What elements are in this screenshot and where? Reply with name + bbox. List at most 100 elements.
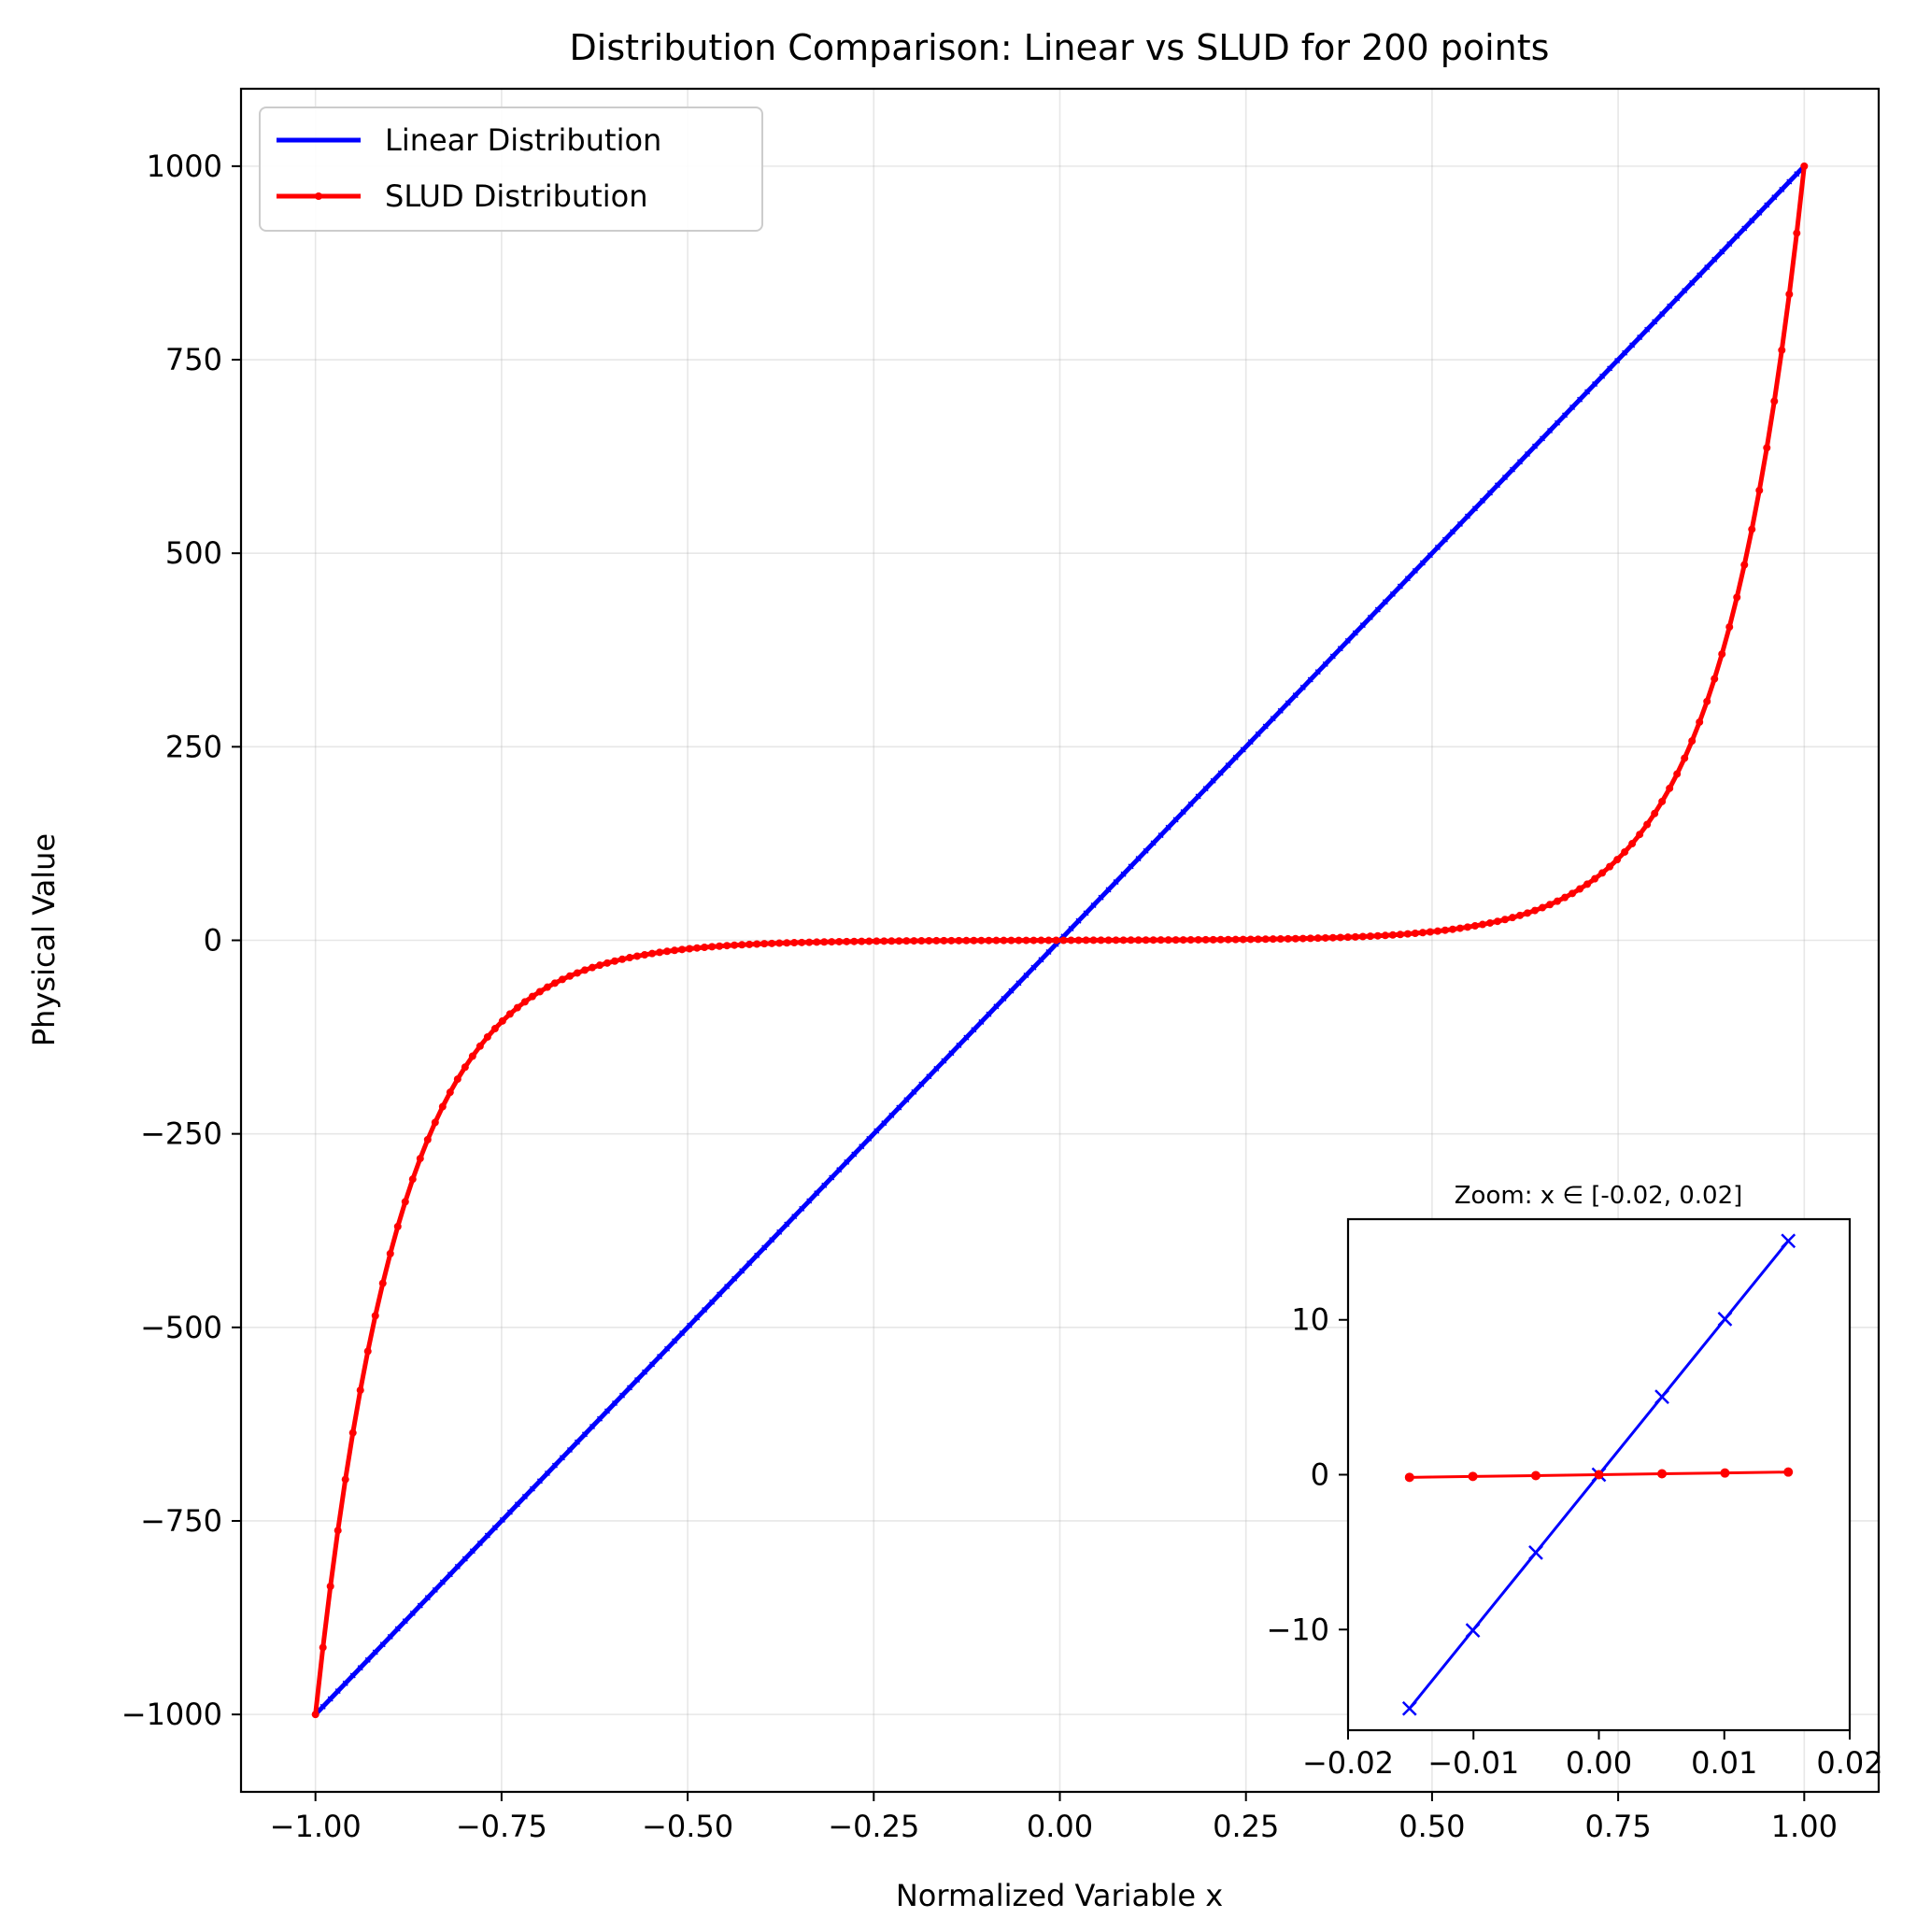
data-point-slud xyxy=(1142,936,1150,945)
data-point-linear xyxy=(1531,443,1539,449)
data-point-slud xyxy=(910,937,918,945)
inset-x-tick-label: −0.02 xyxy=(1302,1745,1394,1781)
data-point-linear xyxy=(1165,824,1171,831)
data-point-slud xyxy=(438,1102,447,1111)
data-point-slud xyxy=(843,937,851,945)
data-point-slud xyxy=(1067,936,1075,945)
legend-label-slud: SLUD Distribution xyxy=(385,178,647,214)
inset-title: Zoom: x ∈ [-0.02, 0.02] xyxy=(1455,1182,1743,1210)
data-point-slud xyxy=(1763,444,1771,452)
data-point-slud xyxy=(1403,930,1412,938)
data-point-linear xyxy=(357,1665,363,1671)
data-point-slud xyxy=(1800,162,1809,170)
data-point-slud xyxy=(723,942,731,950)
data-point-slud xyxy=(805,938,814,946)
data-point-slud xyxy=(558,975,566,984)
data-point-slud xyxy=(401,1198,409,1206)
data-point-slud xyxy=(1216,935,1225,944)
data-point-linear xyxy=(888,1112,895,1118)
data-point-slud xyxy=(1291,934,1299,943)
data-point-slud xyxy=(565,972,574,980)
data-point-linear xyxy=(1172,817,1179,823)
x-tick-label: 1.00 xyxy=(1771,1809,1838,1844)
data-point-slud xyxy=(1606,862,1614,871)
data-point-slud xyxy=(1546,901,1555,909)
data-point-linear xyxy=(1794,171,1800,178)
data-point-slud xyxy=(386,1249,394,1257)
data-point-slud xyxy=(1770,397,1779,405)
data-point-linear xyxy=(454,1563,461,1570)
data-point-linear xyxy=(844,1158,850,1165)
data-point-slud xyxy=(1418,929,1427,937)
data-point-slud xyxy=(760,940,769,948)
data-point-slud xyxy=(1239,935,1247,944)
data-point-linear xyxy=(1367,614,1373,620)
data-point-slud xyxy=(1448,925,1456,933)
data-point-slud xyxy=(1254,935,1262,944)
data-point-linear xyxy=(1015,980,1022,987)
data-point-slud xyxy=(731,941,739,949)
data-point-slud xyxy=(1186,936,1195,945)
data-point-linear xyxy=(649,1361,656,1368)
data-point-linear xyxy=(866,1135,873,1142)
data-point-linear xyxy=(1734,233,1740,239)
data-point-linear xyxy=(514,1501,520,1508)
data-point-linear xyxy=(1240,746,1246,753)
data-point-slud xyxy=(1718,650,1726,659)
data-point-linear xyxy=(1749,218,1755,224)
data-point-linear xyxy=(1652,319,1658,325)
data-point-linear xyxy=(1756,209,1763,216)
data-point-slud xyxy=(1224,935,1232,944)
data-point-linear xyxy=(1090,902,1097,909)
data-point-linear xyxy=(1120,871,1127,877)
inset-y-tick-label: 10 xyxy=(1291,1302,1329,1338)
data-point-linear xyxy=(626,1385,633,1391)
data-point-linear xyxy=(1667,303,1673,309)
data-point-linear xyxy=(963,1034,970,1041)
data-point-slud xyxy=(1688,737,1697,746)
data-point-linear xyxy=(1592,381,1598,388)
y-tick-label: 1000 xyxy=(147,149,222,184)
inset-data-point-slud xyxy=(1657,1469,1668,1479)
data-point-slud xyxy=(738,941,746,949)
data-point-slud xyxy=(686,945,694,953)
data-point-slud xyxy=(476,1042,484,1050)
data-point-slud xyxy=(1591,874,1599,883)
data-point-linear xyxy=(334,1688,341,1695)
data-point-slud xyxy=(701,944,709,952)
data-point-slud xyxy=(955,936,963,945)
data-point-linear xyxy=(1105,887,1112,893)
data-point-slud xyxy=(1733,593,1741,602)
data-point-slud xyxy=(1470,922,1479,930)
data-point-linear xyxy=(1262,723,1269,730)
data-point-linear xyxy=(1562,412,1569,419)
data-point-linear xyxy=(993,1003,1000,1010)
data-point-linear xyxy=(1098,894,1104,901)
data-point-slud xyxy=(820,938,829,946)
data-point-linear xyxy=(941,1058,947,1064)
data-point-linear xyxy=(447,1571,453,1578)
data-point-linear xyxy=(806,1198,813,1204)
data-point-slud xyxy=(348,1428,357,1437)
data-point-linear xyxy=(1255,731,1261,737)
data-point-slud xyxy=(693,944,702,952)
data-point-linear xyxy=(851,1151,858,1158)
data-point-slud xyxy=(716,942,724,950)
data-point-linear xyxy=(596,1415,603,1422)
data-point-slud xyxy=(663,947,672,956)
data-point-slud xyxy=(708,943,717,951)
data-point-slud xyxy=(1388,930,1397,939)
data-point-linear xyxy=(1023,972,1029,979)
inset-data-point-slud xyxy=(1404,1472,1414,1483)
y-tick-label: 0 xyxy=(204,923,222,959)
data-point-slud xyxy=(865,937,873,945)
data-point-slud xyxy=(1015,936,1023,945)
data-point-linear xyxy=(1456,520,1463,527)
data-point-linear xyxy=(1509,466,1516,473)
data-point-linear xyxy=(1359,622,1366,629)
data-point-slud xyxy=(1082,936,1090,945)
data-point-linear xyxy=(986,1011,992,1017)
data-point-slud xyxy=(1381,931,1389,940)
data-point-slud xyxy=(1524,909,1532,917)
data-point-slud xyxy=(1059,936,1068,945)
